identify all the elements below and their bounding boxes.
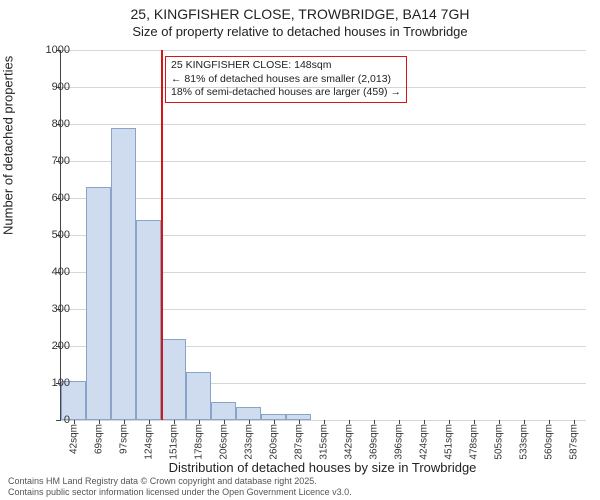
bar xyxy=(186,372,211,420)
footer-line2: Contains public sector information licen… xyxy=(8,487,352,498)
x-axis-label: Distribution of detached houses by size … xyxy=(60,460,585,475)
xtick-label: 451sqm xyxy=(443,424,454,460)
annotation-line2: ← 81% of detached houses are smaller (2,… xyxy=(171,73,401,87)
ytick-label: 500 xyxy=(30,229,70,241)
xtick-label: 342sqm xyxy=(343,424,354,460)
ytick-label: 200 xyxy=(30,340,70,352)
ytick-label: 600 xyxy=(30,192,70,204)
gridline xyxy=(61,124,586,125)
xtick-label: 233sqm xyxy=(243,424,254,460)
ytick-label: 1000 xyxy=(30,44,70,56)
xtick-label: 505sqm xyxy=(493,424,504,460)
xtick-label: 396sqm xyxy=(393,424,404,460)
bar xyxy=(236,407,261,420)
xtick-label: 287sqm xyxy=(293,424,304,460)
ytick-label: 800 xyxy=(30,118,70,130)
bar xyxy=(136,220,161,420)
xtick-label: 478sqm xyxy=(468,424,479,460)
gridline xyxy=(61,161,586,162)
xtick-label: 533sqm xyxy=(518,424,529,460)
xtick-label: 178sqm xyxy=(193,424,204,460)
annotation-line3: 18% of semi-detached houses are larger (… xyxy=(171,86,401,100)
xtick-label: 587sqm xyxy=(568,424,579,460)
xtick-label: 260sqm xyxy=(268,424,279,460)
ytick-label: 0 xyxy=(30,414,70,426)
footer-attribution: Contains HM Land Registry data © Crown c… xyxy=(8,476,352,498)
chart-title-sub: Size of property relative to detached ho… xyxy=(0,24,600,39)
xtick-label: 315sqm xyxy=(318,424,329,460)
xtick-label: 124sqm xyxy=(143,424,154,460)
xtick-label: 560sqm xyxy=(543,424,554,460)
plot-area: 42sqm69sqm97sqm124sqm151sqm178sqm206sqm2… xyxy=(60,50,586,421)
marker-line xyxy=(161,50,163,420)
chart-title-main: 25, KINGFISHER CLOSE, TROWBRIDGE, BA14 7… xyxy=(0,6,600,22)
ytick-label: 300 xyxy=(30,303,70,315)
xtick-label: 151sqm xyxy=(168,424,179,460)
xtick-label: 369sqm xyxy=(368,424,379,460)
ytick-label: 100 xyxy=(30,377,70,389)
bar xyxy=(86,187,111,420)
chart-container: 25, KINGFISHER CLOSE, TROWBRIDGE, BA14 7… xyxy=(0,0,600,500)
gridline xyxy=(61,50,586,51)
bar xyxy=(211,402,236,421)
annotation-box: 25 KINGFISHER CLOSE: 148sqm← 81% of deta… xyxy=(165,56,407,103)
bar xyxy=(161,339,186,420)
y-axis-label: Number of detached properties xyxy=(1,56,16,235)
xtick-label: 206sqm xyxy=(218,424,229,460)
annotation-line1: 25 KINGFISHER CLOSE: 148sqm xyxy=(171,59,401,73)
xtick-label: 424sqm xyxy=(418,424,429,460)
bar xyxy=(111,128,136,420)
xtick-label: 97sqm xyxy=(118,424,129,454)
xtick-label: 42sqm xyxy=(68,424,79,454)
ytick-label: 400 xyxy=(30,266,70,278)
footer-line1: Contains HM Land Registry data © Crown c… xyxy=(8,476,352,487)
ytick-label: 900 xyxy=(30,81,70,93)
ytick-label: 700 xyxy=(30,155,70,167)
xtick-label: 69sqm xyxy=(93,424,104,454)
gridline xyxy=(61,198,586,199)
